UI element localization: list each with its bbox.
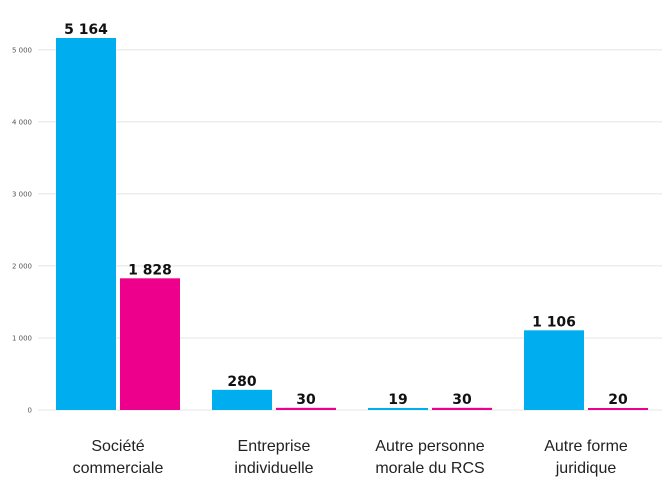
category-label: Entreprise	[238, 438, 311, 455]
category-label: Société	[91, 438, 144, 455]
bar	[56, 38, 116, 410]
y-tick-label: 2 000	[12, 262, 32, 270]
data-label: 1 106	[532, 314, 576, 330]
y-tick-label: 3 000	[12, 190, 32, 198]
category-label: morale du RCS	[375, 460, 484, 477]
y-tick-label: 1 000	[12, 334, 32, 342]
data-label: 1 828	[128, 262, 172, 278]
category-label: juridique	[555, 460, 617, 477]
data-label: 19	[388, 392, 407, 408]
y-tick-label: 4 000	[12, 118, 32, 126]
data-label: 5 164	[64, 22, 108, 38]
bar	[212, 389, 272, 410]
data-label: 20	[608, 392, 628, 408]
category-label: individuelle	[234, 460, 313, 477]
y-tick-label: 0	[28, 407, 32, 415]
data-label: 280	[227, 374, 256, 390]
bar	[276, 407, 336, 410]
category-label: Autre personne	[375, 438, 485, 455]
bar	[524, 330, 584, 410]
data-label: 30	[452, 392, 472, 408]
category-label: Autre forme	[544, 438, 628, 455]
bar	[432, 407, 492, 410]
data-label: 30	[296, 392, 316, 408]
bar	[588, 408, 648, 410]
bar	[368, 408, 428, 410]
category-label: commerciale	[73, 460, 164, 477]
bar	[120, 278, 180, 410]
y-tick-label: 5 000	[12, 46, 32, 54]
